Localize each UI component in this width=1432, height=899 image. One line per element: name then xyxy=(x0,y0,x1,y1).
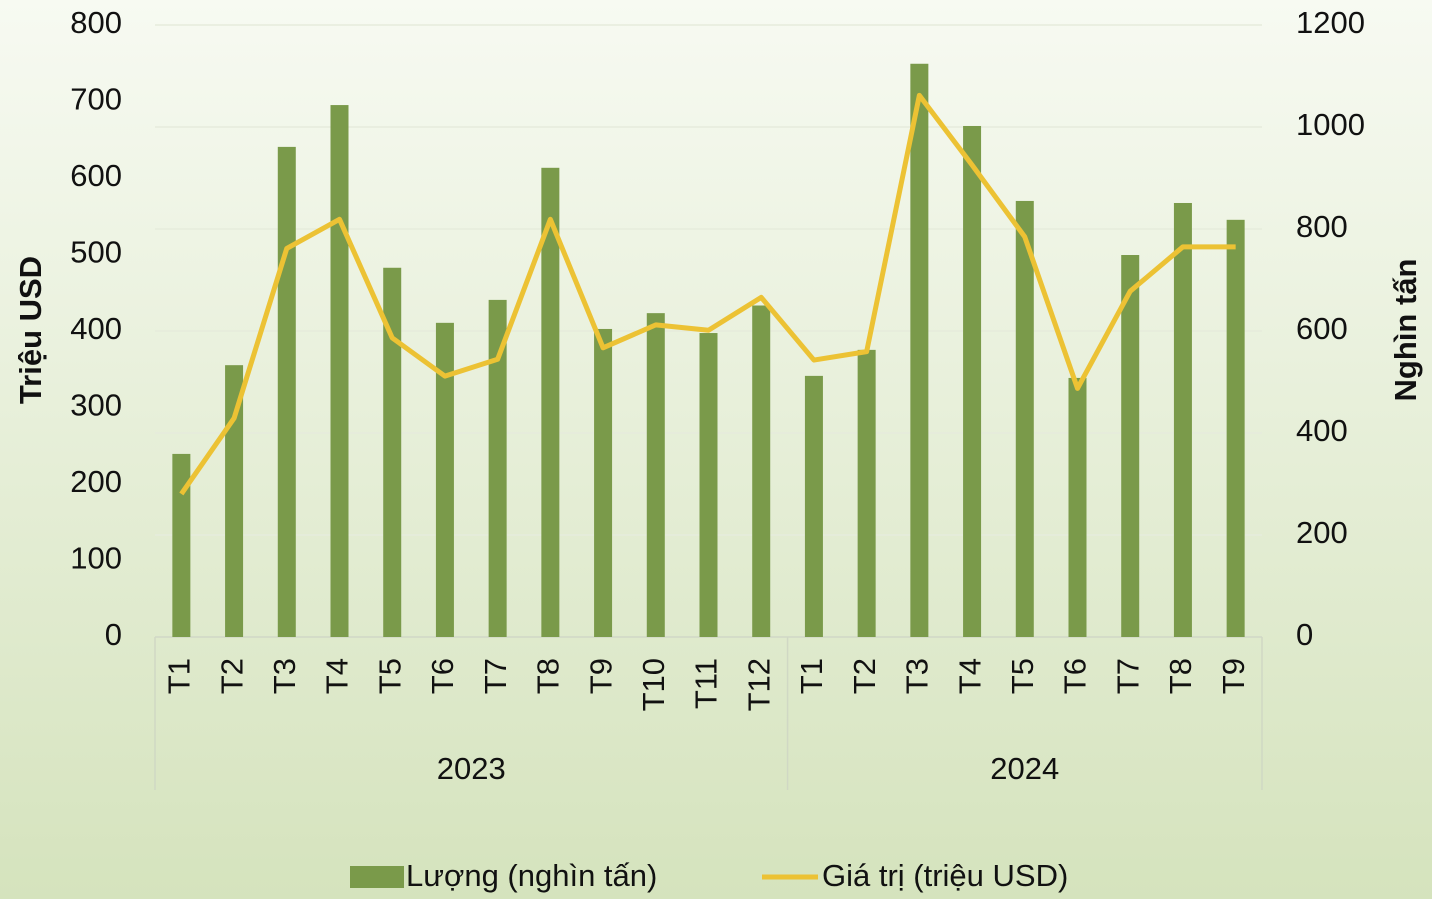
bar xyxy=(646,313,665,637)
bar xyxy=(1173,202,1192,638)
bar xyxy=(435,322,454,637)
bar xyxy=(594,328,613,637)
y-axis-title: Triệu USD xyxy=(13,256,48,404)
group-label: 2024 xyxy=(990,751,1059,786)
y2-tick-label: 0 xyxy=(1296,617,1313,652)
legend-label: Giá trị (triệu USD) xyxy=(822,858,1068,893)
bar xyxy=(277,146,296,637)
y2-tick-label: 400 xyxy=(1296,413,1348,448)
legend-swatch xyxy=(350,866,404,888)
y2-tick-label: 800 xyxy=(1296,209,1348,244)
x-tick-label: T7 xyxy=(478,658,513,694)
bar xyxy=(383,267,402,637)
y-tick-label: 100 xyxy=(70,541,122,576)
x-tick-label: T1 xyxy=(162,658,197,694)
y2-axis-title: Nghìn tấn xyxy=(1388,259,1423,402)
bar xyxy=(488,299,507,637)
x-tick-label: T6 xyxy=(1058,658,1093,694)
x-tick-label: T9 xyxy=(583,658,618,694)
y-tick-label: 800 xyxy=(70,5,122,40)
bar xyxy=(804,375,823,637)
bar xyxy=(699,333,718,637)
y2-tick-label: 200 xyxy=(1296,515,1348,550)
x-tick-label: T8 xyxy=(1163,658,1198,694)
bar xyxy=(172,453,191,637)
x-tick-label: T5 xyxy=(1005,658,1040,694)
y2-tick-label: 1000 xyxy=(1296,107,1365,142)
x-tick-label: T7 xyxy=(1110,658,1145,694)
y-tick-label: 200 xyxy=(70,464,122,499)
legend-label: Lượng (nghìn tấn) xyxy=(406,858,657,893)
x-tick-label: T3 xyxy=(900,658,935,694)
bar xyxy=(752,305,771,637)
y-tick-label: 600 xyxy=(70,158,122,193)
x-tick-label: T6 xyxy=(425,658,460,694)
x-tick-label: T3 xyxy=(267,658,302,694)
bar xyxy=(1015,200,1034,637)
bar xyxy=(330,105,349,637)
bar xyxy=(963,125,982,637)
x-tick-label: T12 xyxy=(741,658,776,711)
x-tick-label: T2 xyxy=(214,658,249,694)
group-label: 2023 xyxy=(437,751,506,786)
y-tick-label: 400 xyxy=(70,311,122,346)
x-tick-label: T9 xyxy=(1216,658,1251,694)
bar xyxy=(541,167,560,638)
bar xyxy=(1226,219,1245,637)
bar xyxy=(857,349,876,637)
bar xyxy=(225,365,244,637)
x-tick-label: T4 xyxy=(952,658,987,694)
bar xyxy=(1121,255,1140,637)
x-tick-label: T10 xyxy=(636,658,671,711)
y-tick-label: 300 xyxy=(70,388,122,423)
y2-tick-label: 600 xyxy=(1296,311,1348,346)
bar xyxy=(910,63,929,637)
x-tick-label: T1 xyxy=(794,658,829,694)
x-tick-label: T2 xyxy=(847,658,882,694)
y2-tick-label: 1200 xyxy=(1296,5,1365,40)
x-tick-label: T5 xyxy=(372,658,407,694)
line xyxy=(179,92,1236,496)
y-tick-label: 500 xyxy=(70,235,122,270)
x-tick-label: T11 xyxy=(689,658,724,709)
x-tick-label: T4 xyxy=(320,658,355,694)
x-tick-label: T8 xyxy=(531,658,566,694)
bar xyxy=(1068,377,1087,637)
y-tick-label: 0 xyxy=(105,617,122,652)
y-tick-label: 700 xyxy=(70,82,122,117)
